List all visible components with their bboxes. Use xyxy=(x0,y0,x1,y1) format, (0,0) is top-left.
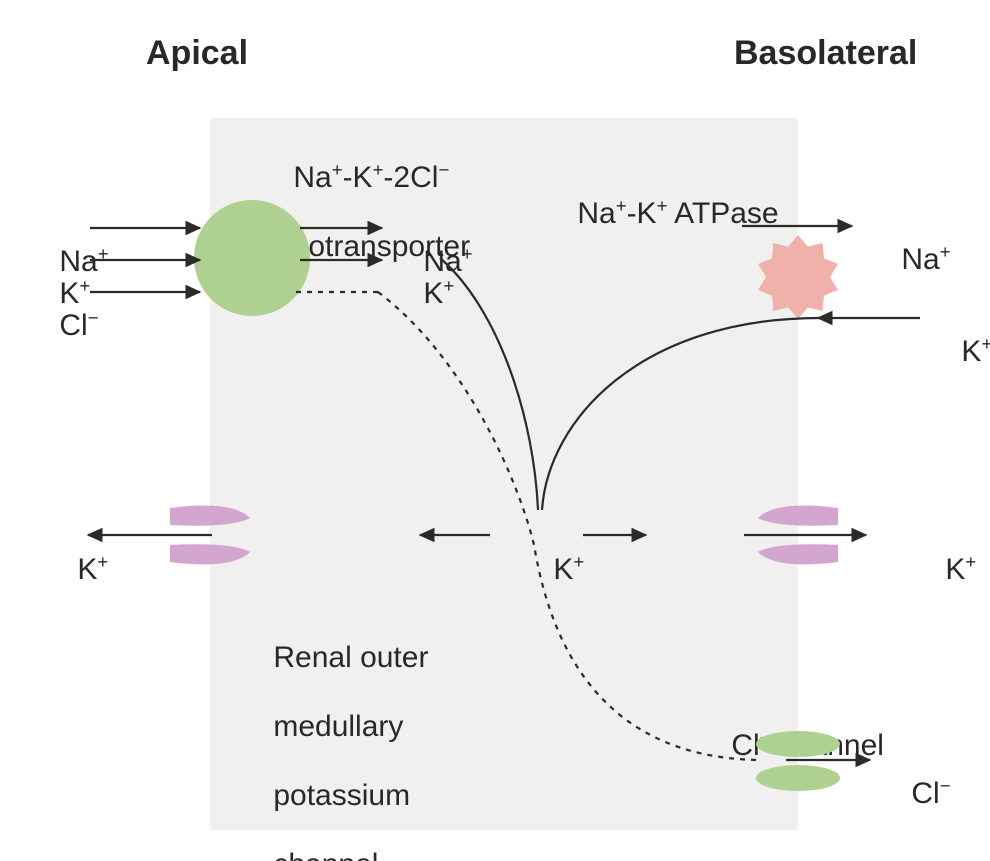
ion-right-na: Na+ xyxy=(868,208,951,312)
atp-text: ATP xyxy=(774,262,816,287)
ion-center-k: K+ xyxy=(520,518,584,622)
atpase-label: Na+-K+ ATPase xyxy=(544,162,779,266)
ion-cot-k: K+ xyxy=(390,242,454,346)
diagram-stage: Apical Basolateral Na+-K+-2Cl− cotranspo… xyxy=(0,0,990,861)
romk-label: Renal outer medullary potassium channel xyxy=(240,606,428,861)
ion-right-kch: K+ xyxy=(912,518,976,622)
cl-channel-label: Cl− channel xyxy=(698,694,884,798)
header-basolateral: Basolateral xyxy=(734,34,917,73)
ion-left-kch: K+ xyxy=(44,518,108,622)
ion-left-cl: Cl− xyxy=(26,274,99,378)
ion-right-k: K+ xyxy=(928,300,990,404)
ion-right-cl: Cl− xyxy=(878,742,951,846)
header-apical: Apical xyxy=(146,34,248,73)
